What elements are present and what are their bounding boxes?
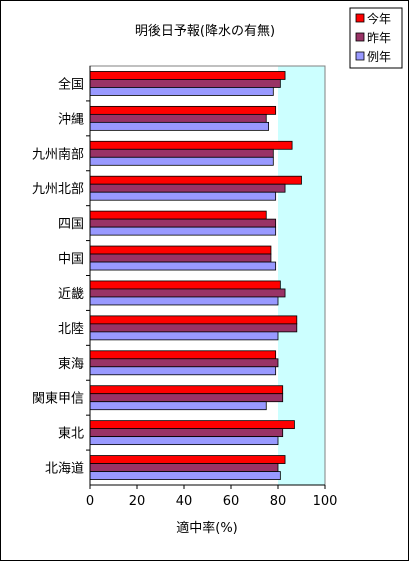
- bar-昨年-四国: [89, 218, 277, 228]
- legend-swatch-昨年: [355, 32, 365, 42]
- bar-昨年-九州南部: [89, 148, 274, 158]
- x-tick-label: 100: [313, 494, 338, 509]
- bar-昨年-中国: [89, 253, 272, 263]
- x-tick-label: 0: [86, 494, 94, 509]
- bar-例年-北陸: [89, 331, 279, 341]
- x-tick-label: 20: [129, 494, 146, 509]
- legend-swatch-今年: [355, 13, 365, 23]
- bar-昨年-全国: [89, 79, 281, 88]
- y-tick-label: 四国: [58, 217, 84, 232]
- bar-例年-九州南部: [89, 156, 274, 166]
- bar-例年-全国: [89, 87, 274, 96]
- y-tick-label: 北陸: [58, 321, 84, 337]
- y-tick-label: 中国: [58, 252, 84, 267]
- bar-昨年-関東甲信: [89, 393, 284, 403]
- y-tick-label: 全国: [58, 76, 84, 92]
- x-tick-label: 80: [270, 494, 287, 509]
- bar-例年-東北: [89, 436, 279, 446]
- bar-今年-九州南部: [89, 140, 293, 150]
- bar-例年-九州北部: [89, 191, 277, 201]
- legend-label-昨年: 昨年: [367, 31, 391, 45]
- bar-例年-関東甲信: [89, 401, 267, 411]
- x-tick-label: 60: [223, 494, 240, 509]
- y-tick-label: 東北: [58, 426, 84, 442]
- bar-昨年-東海: [89, 358, 279, 368]
- y-tick-label: 近畿: [58, 287, 84, 302]
- bar-昨年-東北: [89, 428, 284, 438]
- bar-今年-東海: [89, 350, 277, 360]
- x-axis-title: 適中率(%): [176, 520, 238, 536]
- bar-昨年-北陸: [89, 323, 298, 333]
- bar-今年-近畿: [89, 280, 281, 290]
- y-tick-label: 九州南部: [32, 146, 84, 162]
- y-tick-label: 九州北部: [32, 182, 84, 197]
- bar-今年-関東甲信: [89, 385, 284, 395]
- y-tick-label: 関東甲信: [32, 391, 84, 407]
- chart-title: 明後日予報(降水の有無): [135, 24, 275, 39]
- plot-highlight-band: [278, 66, 325, 485]
- bar-昨年-北海道: [89, 463, 279, 472]
- bar-例年-中国: [89, 261, 277, 271]
- bar-例年-北海道: [89, 471, 281, 480]
- bar-今年-中国: [89, 245, 272, 255]
- legend-label-例年: 例年: [367, 50, 391, 64]
- bar-昨年-九州北部: [89, 183, 286, 193]
- bar-今年-東北: [89, 420, 295, 430]
- bar-例年-四国: [89, 226, 277, 236]
- bar-例年-沖縄: [89, 121, 270, 131]
- bar-昨年-沖縄: [89, 113, 267, 123]
- x-tick-label: 40: [176, 494, 193, 509]
- legend-swatch-例年: [355, 51, 365, 61]
- y-tick-label: 沖縄: [58, 112, 84, 127]
- bar-今年-北海道: [89, 455, 286, 464]
- y-tick-label: 北海道: [45, 462, 84, 477]
- bar-今年-九州北部: [89, 175, 302, 185]
- bar-今年-四国: [89, 210, 267, 220]
- bar-今年-沖縄: [89, 105, 277, 115]
- bar-昨年-近畿: [89, 288, 286, 298]
- bar-例年-近畿: [89, 296, 279, 306]
- bar-例年-東海: [89, 366, 277, 376]
- bar-今年-全国: [89, 71, 286, 80]
- legend-label-今年: 今年: [367, 11, 391, 26]
- y-tick-label: 東海: [58, 356, 84, 372]
- bar-今年-北陸: [89, 315, 298, 325]
